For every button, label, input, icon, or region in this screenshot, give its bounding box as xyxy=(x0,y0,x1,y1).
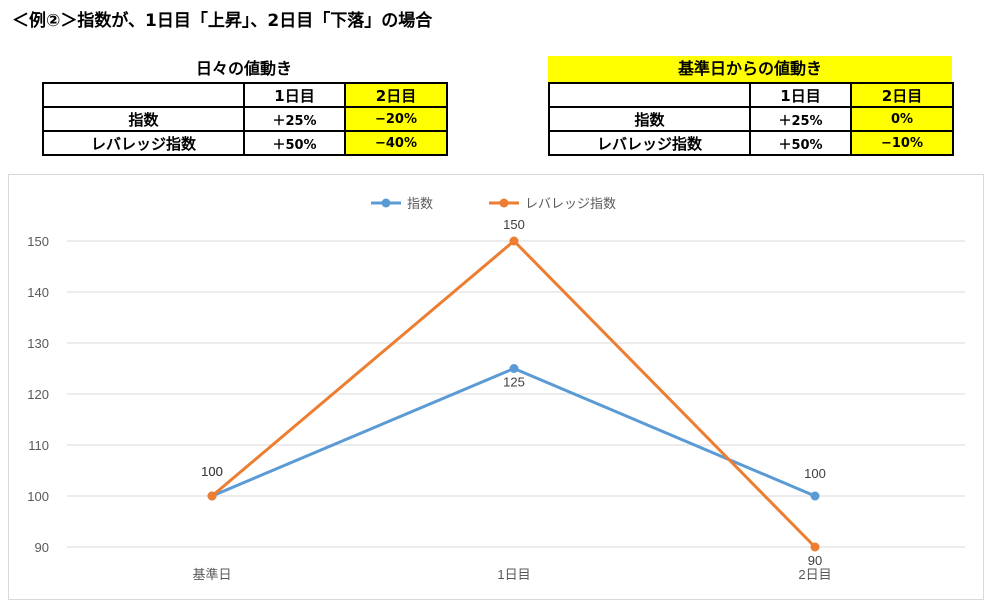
data-point xyxy=(207,491,217,501)
data-point xyxy=(810,542,820,552)
data-point xyxy=(810,491,820,501)
data-point xyxy=(509,236,519,246)
table-header-row: 1日目 2日目 xyxy=(548,82,954,108)
data-label: 100 xyxy=(804,466,826,481)
y-tick-label: 100 xyxy=(27,489,49,504)
table-row: レバレッジ指数 ＋50% −10% xyxy=(548,130,954,156)
table-row: 指数 ＋25% −20% xyxy=(42,106,448,132)
data-label: 90 xyxy=(808,553,822,568)
legend-label: 指数 xyxy=(407,196,433,211)
page-heading: ＜例②＞指数が、1日目「上昇」、2日目「下落」の場合 xyxy=(12,11,433,31)
table-cell: ＋50% xyxy=(749,130,852,156)
column-header-day1: 1日目 xyxy=(749,82,852,108)
table-caption: 基準日からの値動き xyxy=(548,56,952,82)
table-corner-cell xyxy=(42,82,245,108)
data-label: 150 xyxy=(503,217,525,232)
legend-label: レバレッジ指数 xyxy=(525,196,616,211)
row-label: 指数 xyxy=(42,106,245,132)
y-tick-label: 130 xyxy=(27,336,49,351)
legend-marker xyxy=(499,198,509,208)
cumulative-change-table: 基準日からの値動き 1日目 2日目 指数 ＋25% 0% レバレッジ指数 ＋50… xyxy=(548,56,954,156)
table-row: 指数 ＋25% 0% xyxy=(548,106,954,132)
y-tick-label: 90 xyxy=(35,540,49,555)
table-cell: −20% xyxy=(344,106,448,132)
y-tick-label: 110 xyxy=(28,438,49,453)
chart-svg: 90 100 110 120 130 140 150 基準日 1日目 2日目 100 125 100 1… xyxy=(27,196,965,582)
column-header-day2: 2日目 xyxy=(850,82,954,108)
x-tick-label: 1日目 xyxy=(497,567,530,582)
table-cell: ＋50% xyxy=(243,130,346,156)
y-tick-label: 120 xyxy=(27,387,49,402)
legend-marker xyxy=(381,198,391,208)
table-header-row: 1日目 2日目 xyxy=(42,82,448,108)
column-header-day2: 2日目 xyxy=(344,82,448,108)
data-label: 100 xyxy=(201,464,223,479)
line-chart: 90 100 110 120 130 140 150 基準日 1日目 2日目 100 125 100 1… xyxy=(8,174,984,600)
row-label: レバレッジ指数 xyxy=(548,130,751,156)
y-tick-label: 150 xyxy=(27,234,49,249)
x-tick-label: 2日目 xyxy=(798,567,831,582)
column-header-day1: 1日目 xyxy=(243,82,346,108)
data-label: 125 xyxy=(503,375,525,390)
data-point xyxy=(509,364,519,373)
table-cell: ＋25% xyxy=(749,106,852,132)
table-cell: −40% xyxy=(344,130,448,156)
daily-change-table: 日々の値動き 1日目 2日目 指数 ＋25% −20% レバレッジ指数 ＋50%… xyxy=(42,56,448,156)
row-label: 指数 xyxy=(548,106,751,132)
x-tick-label: 基準日 xyxy=(192,567,231,582)
table-cell: 0% xyxy=(850,106,954,132)
data-label: 100 xyxy=(201,464,223,479)
table-corner-cell xyxy=(548,82,751,108)
y-tick-label: 140 xyxy=(27,285,49,300)
table-cell: ＋25% xyxy=(243,106,346,132)
table-cell: −10% xyxy=(850,130,954,156)
row-label: レバレッジ指数 xyxy=(42,130,245,156)
table-row: レバレッジ指数 ＋50% −40% xyxy=(42,130,448,156)
table-caption: 日々の値動き xyxy=(195,59,292,78)
